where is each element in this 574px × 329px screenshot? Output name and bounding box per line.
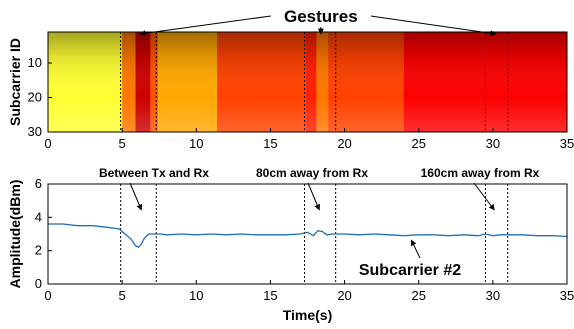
series-name-label: Subcarrier #2 <box>359 262 461 279</box>
line-x-ticks: 0 5 10 15 20 25 30 35 <box>44 280 574 303</box>
heatmap-y-tick-label: 20 <box>28 90 42 105</box>
x-tick-label: 15 <box>263 288 277 303</box>
annotation-arrow <box>307 182 321 211</box>
heatmap-x-tick-label: 20 <box>337 136 351 151</box>
heatmap-x-ticks: 0 5 10 15 20 25 30 35 <box>44 128 574 151</box>
heatmap-gesture-lines <box>120 32 509 132</box>
x-axis-label: Time(s) <box>283 307 333 323</box>
y-tick-label: 6 <box>35 176 42 191</box>
series-line-subcarrier-2 <box>48 223 568 249</box>
heatmap-x-tick-label: 0 <box>44 136 51 151</box>
x-tick-label: 25 <box>411 288 425 303</box>
heatmap-y-ticks: 10 20 30 <box>28 55 52 139</box>
gesture-arrows <box>139 15 497 37</box>
y-tick-label: 0 <box>35 276 42 291</box>
heatmap-row-shading <box>48 32 567 132</box>
annotation-arrow <box>473 182 495 211</box>
y-tick-label: 2 <box>35 243 42 258</box>
gesture-arrow <box>139 15 271 37</box>
gestures-title: Gestures <box>284 7 358 26</box>
heatmap-x-tick-label: 35 <box>560 136 574 151</box>
x-tick-label: 30 <box>486 288 500 303</box>
line-chart-frame <box>47 183 568 285</box>
heatmap-y-tick-label: 10 <box>28 55 42 70</box>
heatmap-frame <box>47 31 568 133</box>
x-tick-label: 20 <box>337 288 351 303</box>
gesture-arrow <box>370 15 497 37</box>
line-y-ticks: 0 2 4 6 <box>35 176 52 291</box>
heatmap-y-tick-label: 30 <box>28 124 42 139</box>
annotation-label: 160cm away from Rx <box>421 166 540 180</box>
heatmap-x-tick-label: 15 <box>263 136 277 151</box>
amplitude-line-chart: 0 5 10 15 20 25 30 35 0 2 4 6 Time(s) Amplitude(dB… <box>7 166 574 323</box>
heatmap-x-tick-label: 5 <box>119 136 126 151</box>
x-tick-label: 0 <box>44 288 51 303</box>
line-annotations: Between Tx and Rx 80cm away from Rx 160cm … <box>99 166 540 279</box>
y-tick-label: 4 <box>35 209 42 224</box>
annotation-arrow <box>410 239 421 259</box>
heatmap-x-tick-label: 30 <box>486 136 500 151</box>
heatmap-y-axis-label: Subcarrier ID <box>7 38 23 126</box>
y-axis-label: Amplitude(dBm) <box>7 180 23 289</box>
annotation-label: 80cm away from Rx <box>256 166 368 180</box>
heatmap-x-tick-label: 25 <box>411 136 425 151</box>
heatmap-x-tick-label: 10 <box>189 136 203 151</box>
x-tick-label: 35 <box>560 288 574 303</box>
x-tick-label: 10 <box>189 288 203 303</box>
heatmap-chart: 0 5 10 15 20 25 30 35 10 20 30 Subcarrier ID Gest… <box>7 7 574 151</box>
annotation-arrow <box>129 182 143 211</box>
annotation-label: Between Tx and Rx <box>99 166 209 180</box>
x-tick-label: 5 <box>119 288 126 303</box>
